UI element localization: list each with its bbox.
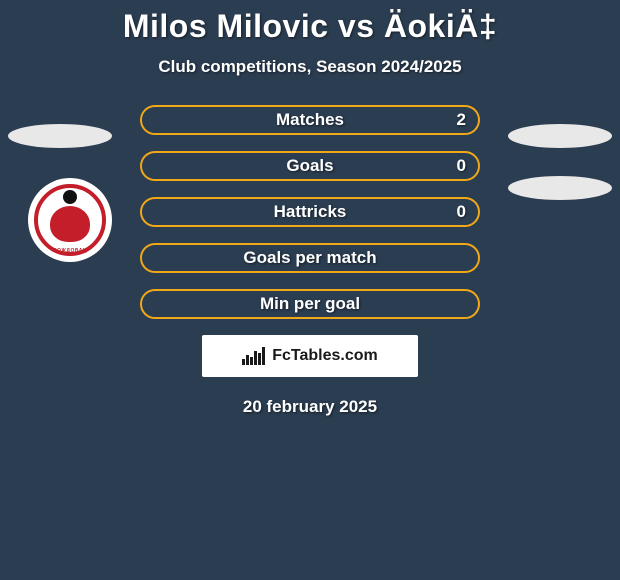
stat-row-min-per-goal: Min per goal [140,289,480,319]
stat-right-value: 2 [457,110,466,130]
fctables-label: FcTables.com [272,347,378,365]
stat-row-matches: Matches 2 [140,105,480,135]
stat-label: Min per goal [142,294,478,314]
page-title: Milos Milovic vs ÄokiÄ‡ [0,0,620,45]
stat-right-value: 0 [457,202,466,222]
stat-label: Matches [142,110,478,130]
player1-club-crest: ВОЖДОВАЦ [28,178,112,262]
player1-avatar-placeholder [8,124,112,148]
fctables-badge[interactable]: FcTables.com [202,335,418,377]
crest-dragon-icon [50,206,90,242]
crest-text: ВОЖДОВАЦ [38,248,102,254]
stat-row-hattricks: Hattricks 0 [140,197,480,227]
stat-label: Goals [142,156,478,176]
crest-ring: ВОЖДОВАЦ [34,184,106,256]
stat-row-goals: Goals 0 [140,151,480,181]
player2-avatar-placeholder [508,124,612,148]
snapshot-date: 20 february 2025 [0,397,620,417]
page-subtitle: Club competitions, Season 2024/2025 [0,57,620,77]
stat-right-value: 0 [457,156,466,176]
stat-label: Hattricks [142,202,478,222]
stats-list: Matches 2 Goals 0 Hattricks 0 Goals per … [140,105,480,319]
stat-row-goals-per-match: Goals per match [140,243,480,273]
stat-label: Goals per match [142,248,478,268]
bar-chart-icon [242,347,266,365]
crest-ball-icon [63,190,77,204]
player2-club-placeholder [508,176,612,200]
